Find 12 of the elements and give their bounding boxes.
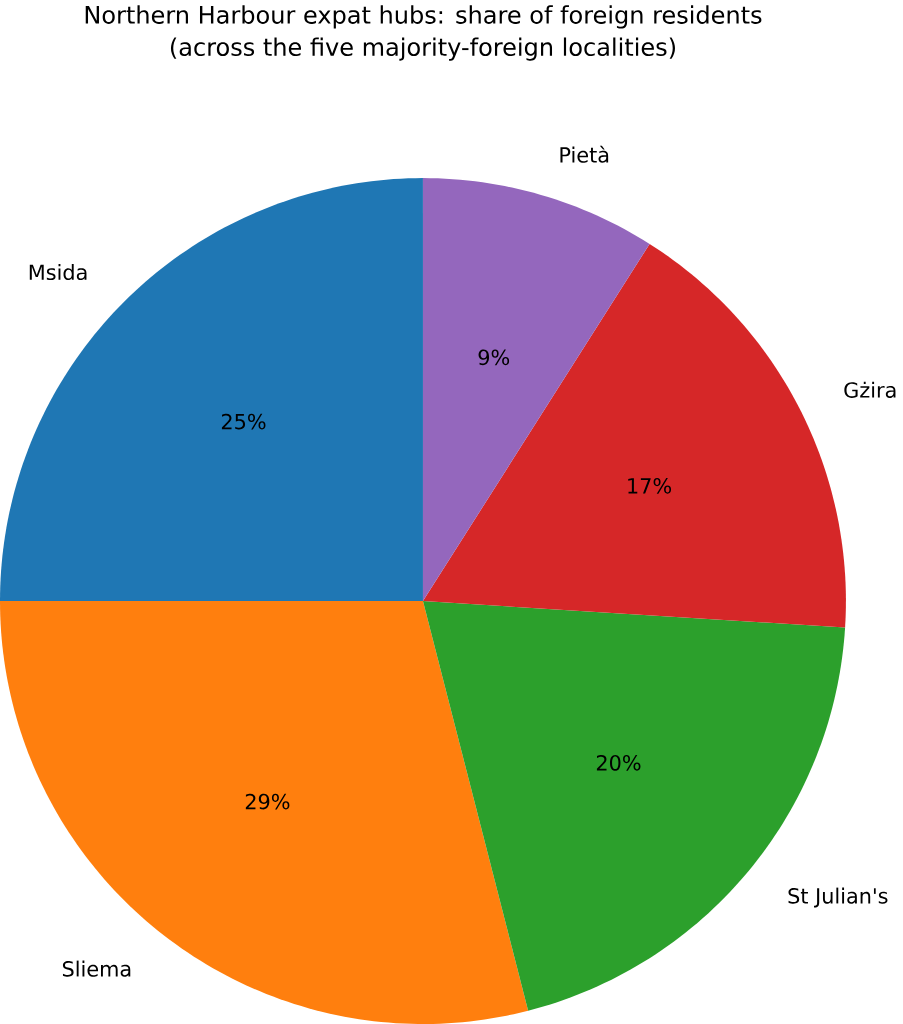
slice-label: Msida (29, 264, 87, 281)
data-label: 9% (478, 349, 510, 366)
slice-label: Sliema (63, 960, 131, 977)
data-label: 25% (222, 413, 266, 430)
chart-subtitle: (across the five majority-foreign localities) (171, 37, 676, 61)
slice-label: St Julian's (788, 887, 888, 908)
data-label: 20% (597, 754, 641, 771)
data-label: 17% (628, 477, 672, 494)
slice-label: Pietà (560, 145, 609, 163)
slice-label: Gżira (844, 381, 896, 398)
data-label: 29% (246, 793, 290, 810)
chart-title: Northern Harbour expat hubs: share of foreign residents (85, 5, 762, 29)
